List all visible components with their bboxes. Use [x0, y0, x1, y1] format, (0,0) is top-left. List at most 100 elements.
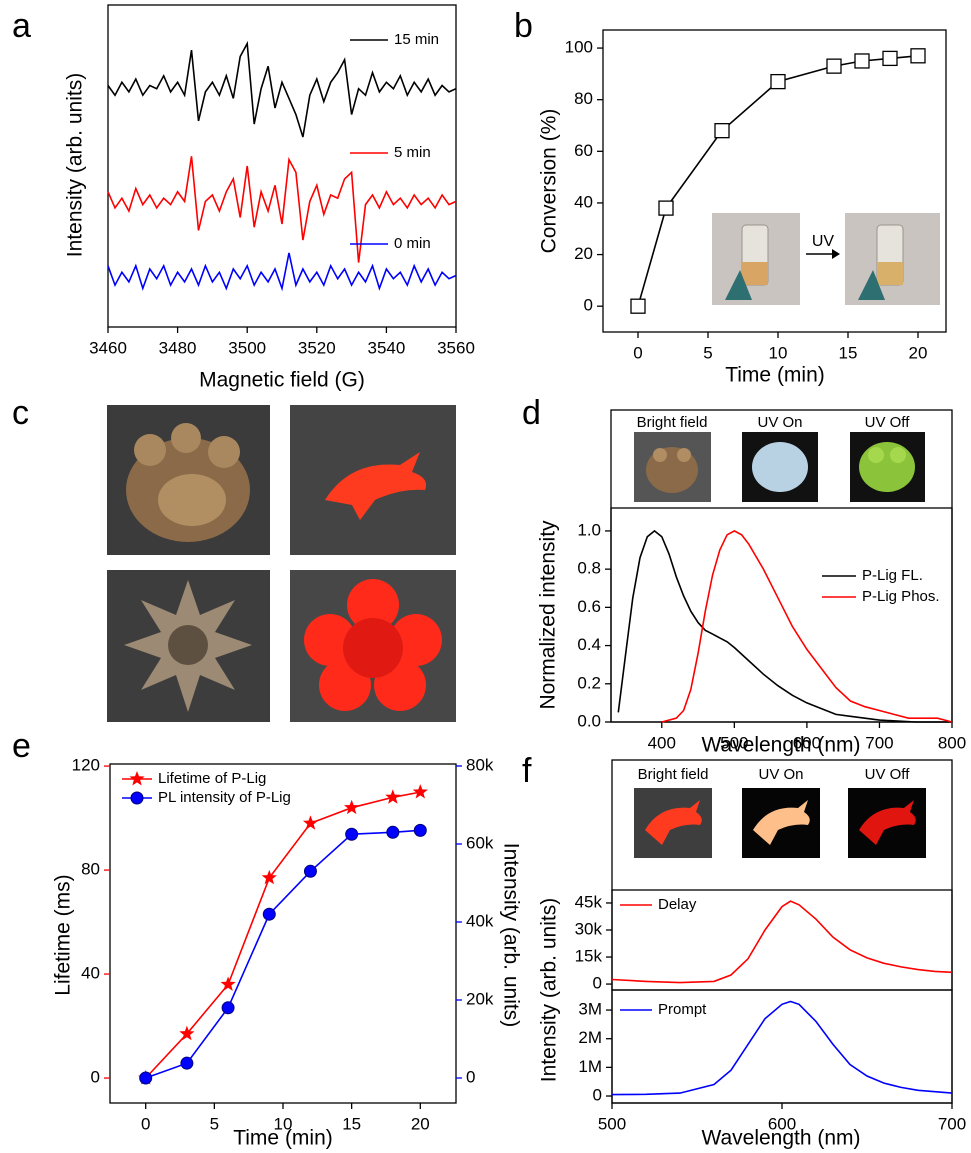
y-tick-label: 0.4	[577, 635, 601, 654]
x-tick-label: 400	[648, 733, 676, 752]
inset-photos	[712, 213, 940, 305]
y-axis-label: Lifetime (ms)	[52, 874, 75, 995]
y-tick-label: 0	[593, 974, 602, 993]
y-tick-label: 0.0	[577, 711, 601, 730]
y-tick-label: 0.8	[577, 559, 601, 578]
y-tick-label: 80	[574, 89, 593, 108]
marker	[181, 1057, 193, 1069]
photo-label: UV On	[757, 414, 802, 431]
legend-label: PL intensity of P-Lig	[158, 789, 291, 806]
marker	[263, 908, 275, 920]
legend-label: Prompt	[658, 1001, 707, 1018]
x-tick-label: 20	[411, 1114, 430, 1133]
y-tick-label: 20	[574, 244, 593, 263]
x-tick-label: 20	[909, 343, 928, 362]
x-axis-label: Magnetic field (G)	[199, 369, 365, 392]
x-tick-label: 0	[141, 1114, 150, 1133]
series-line	[662, 531, 952, 722]
plot-frame	[110, 764, 456, 1103]
y-tick-label: 0.6	[577, 597, 601, 616]
y-tick-label: 1M	[578, 1057, 602, 1076]
x-tick-label: 3540	[367, 338, 405, 357]
x-tick-label: 5	[210, 1114, 219, 1133]
x-tick-label: 5	[703, 343, 712, 362]
y2-tick-label: 0	[466, 1067, 475, 1086]
legend-label: 0 min	[394, 235, 431, 252]
x-tick-label: 15	[839, 343, 858, 362]
marker	[659, 201, 673, 215]
panel-label: a	[12, 7, 31, 45]
marker	[303, 815, 318, 829]
y-tick-label: 15k	[575, 947, 603, 966]
series-line	[108, 44, 456, 137]
x-tick-label: 3480	[159, 338, 197, 357]
series-line	[618, 531, 952, 722]
legend-label: Delay	[658, 896, 697, 913]
y-tick-label: 60	[574, 141, 593, 160]
marker	[883, 51, 897, 65]
y-tick-label: 0.2	[577, 673, 601, 692]
series-line	[612, 901, 952, 982]
x-tick-label: 700	[938, 1114, 966, 1133]
marker	[855, 54, 869, 68]
series-line	[146, 830, 421, 1078]
y2-tick-label: 40k	[466, 911, 494, 930]
y2-tick-label: 60k	[466, 833, 494, 852]
legend-label: Lifetime of P-Lig	[158, 770, 266, 787]
y-tick-label: 0	[91, 1068, 100, 1087]
annotation: UV	[812, 233, 835, 250]
x-tick-label: 3520	[298, 338, 336, 357]
legend-label: 15 min	[394, 31, 439, 48]
marker	[414, 824, 426, 836]
x-tick-label: 700	[865, 733, 893, 752]
photo-label: UV On	[758, 766, 803, 783]
x-tick-label: 3560	[437, 338, 475, 357]
y-tick-label: 45k	[575, 892, 603, 911]
series-line	[108, 253, 456, 289]
marker	[221, 977, 236, 991]
y-axis-label: Conversion (%)	[538, 109, 561, 254]
photo-label: Bright field	[638, 766, 709, 783]
y-tick-label: 40	[574, 192, 593, 211]
marker	[346, 828, 358, 840]
plot-frame	[611, 508, 952, 722]
marker	[140, 1072, 152, 1084]
panel-label: b	[514, 7, 533, 45]
y-tick-label: 120	[72, 756, 100, 775]
marker	[387, 826, 399, 838]
x-axis-label: Time (min)	[725, 364, 825, 387]
y-tick-label: 2M	[578, 1028, 602, 1047]
marker	[385, 789, 400, 803]
y-axis-label: Intensity (arb. units)	[64, 73, 87, 257]
y-tick-label: 0	[584, 296, 593, 315]
marker	[771, 75, 785, 89]
x-tick-label: 800	[938, 733, 966, 752]
y2-axis-label: Intensity (arb. units)	[499, 843, 522, 1027]
photo-label: Bright field	[637, 414, 708, 431]
panel-label: d	[522, 394, 541, 432]
y-tick-label: 3M	[578, 1000, 602, 1019]
x-tick-label: 3460	[89, 338, 127, 357]
marker	[129, 771, 144, 786]
marker	[413, 784, 428, 798]
y2-tick-label: 20k	[466, 989, 494, 1008]
y-axis-label: Intensity (arb. units)	[538, 898, 561, 1082]
x-axis-label: Time (min)	[233, 1127, 333, 1150]
panel-label: c	[12, 394, 29, 432]
marker	[631, 299, 645, 313]
marker	[827, 59, 841, 73]
panel-label: e	[12, 727, 31, 765]
f-photos	[612, 760, 952, 1103]
x-tick-label: 15	[342, 1114, 361, 1133]
x-axis-label: Wavelength (nm)	[701, 734, 860, 757]
y-tick-label: 80	[81, 860, 100, 879]
legend-label: P-Lig Phos.	[862, 588, 940, 605]
marker	[222, 1002, 234, 1014]
marker	[304, 865, 316, 877]
x-tick-label: 3500	[228, 338, 266, 357]
y-tick-label: 1.0	[577, 520, 601, 539]
x-tick-label: 10	[769, 343, 788, 362]
figure: a34603480350035203540356015 min5 min0 mi…	[0, 0, 971, 1153]
x-axis-label: Wavelength (nm)	[701, 1127, 860, 1150]
page: a34603480350035203540356015 min5 min0 mi…	[0, 0, 971, 1153]
